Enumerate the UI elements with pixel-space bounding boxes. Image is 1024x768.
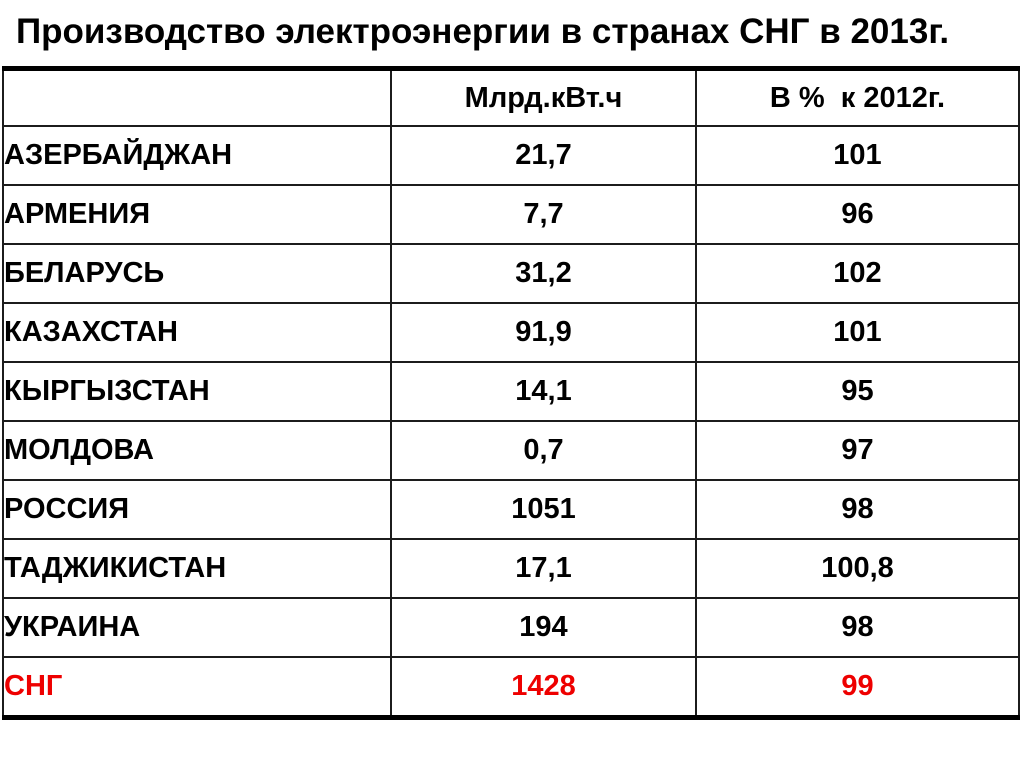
value-cell: 14,1: [390, 361, 697, 422]
slide-title: Производство электроэнергии в странах СН…: [16, 12, 950, 51]
column-header-value: Млрд.кВт.ч: [390, 67, 697, 127]
country-cell: УКРАИНА: [2, 597, 392, 658]
country-cell: КАЗАХСТАН: [2, 302, 392, 363]
percent-cell: 102: [695, 243, 1020, 304]
value-cell: 17,1: [390, 538, 697, 599]
table-body: Млрд.кВт.ч В % к 2012г. АЗЕРБАЙДЖАН 21,7…: [2, 67, 1020, 719]
country-cell: ТАДЖИКИСТАН: [2, 538, 392, 599]
table-row: РОССИЯ 1051 98: [2, 479, 1020, 540]
value-cell: 194: [390, 597, 697, 658]
value-cell: 21,7: [390, 125, 697, 186]
country-cell: МОЛДОВА: [2, 420, 392, 481]
country-cell: БЕЛАРУСЬ: [2, 243, 392, 304]
value-cell: 0,7: [390, 420, 697, 481]
value-cell: 31,2: [390, 243, 697, 304]
column-header-percent: В % к 2012г.: [695, 67, 1020, 127]
table-row: БЕЛАРУСЬ 31,2 102: [2, 243, 1020, 304]
percent-cell: 101: [695, 302, 1020, 363]
table-row: СНГ 1428 99: [2, 656, 1020, 719]
country-cell: РОССИЯ: [2, 479, 392, 540]
country-cell: АЗЕРБАЙДЖАН: [2, 125, 392, 186]
column-header-empty: [2, 67, 392, 127]
percent-cell: 100,8: [695, 538, 1020, 599]
table-row: АЗЕРБАЙДЖАН 21,7 101: [2, 125, 1020, 186]
value-cell: 7,7: [390, 184, 697, 245]
country-cell: КЫРГЫЗСТАН: [2, 361, 392, 422]
percent-cell: 97: [695, 420, 1020, 481]
value-cell: 1051: [390, 479, 697, 540]
table-header-row: Млрд.кВт.ч В % к 2012г.: [2, 67, 1020, 127]
percent-cell: 99: [695, 656, 1020, 719]
percent-cell: 101: [695, 125, 1020, 186]
table-row: КАЗАХСТАН 91,9 101: [2, 302, 1020, 363]
data-table: Млрд.кВт.ч В % к 2012г. АЗЕРБАЙДЖАН 21,7…: [2, 66, 1020, 720]
table-row: УКРАИНА 194 98: [2, 597, 1020, 658]
value-cell: 91,9: [390, 302, 697, 363]
table-row: МОЛДОВА 0,7 97: [2, 420, 1020, 481]
country-cell: АРМЕНИЯ: [2, 184, 392, 245]
table-row: КЫРГЫЗСТАН 14,1 95: [2, 361, 1020, 422]
percent-cell: 96: [695, 184, 1020, 245]
percent-cell: 98: [695, 597, 1020, 658]
table-row: АРМЕНИЯ 7,7 96: [2, 184, 1020, 245]
table-row: ТАДЖИКИСТАН 17,1 100,8: [2, 538, 1020, 599]
value-cell: 1428: [390, 656, 697, 719]
country-cell: СНГ: [2, 656, 392, 719]
percent-cell: 95: [695, 361, 1020, 422]
percent-cell: 98: [695, 479, 1020, 540]
